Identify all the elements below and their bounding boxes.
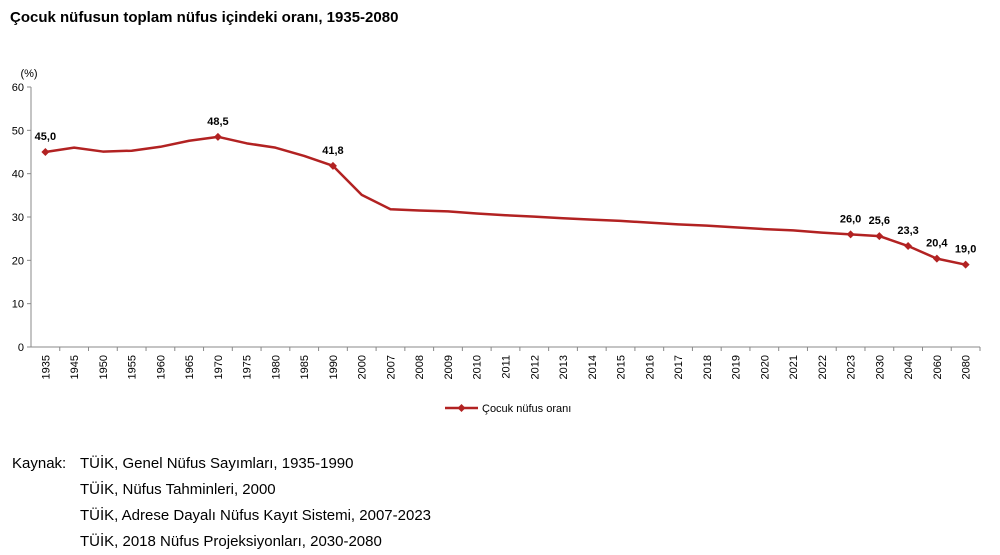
data-label: 41,8 <box>322 145 343 157</box>
x-tick-label: 2080 <box>961 355 973 379</box>
x-tick-label: 2016 <box>644 355 656 379</box>
data-point <box>213 132 222 141</box>
legend-marker <box>457 404 466 412</box>
x-tick-label: 2000 <box>357 355 369 379</box>
data-label: 20,4 <box>926 238 948 250</box>
x-tick-label: 2030 <box>874 355 886 379</box>
x-tick-label: 1935 <box>40 355 52 379</box>
x-tick-label: 1965 <box>184 355 196 379</box>
data-point <box>961 260 970 269</box>
x-tick-label: 1970 <box>213 355 225 379</box>
x-tick-label: 1990 <box>328 355 340 379</box>
data-label: 19,0 <box>955 244 976 256</box>
y-tick-label: 40 <box>12 169 24 181</box>
data-point <box>328 161 337 170</box>
data-point <box>41 148 50 156</box>
data-point <box>846 230 855 239</box>
data-label: 48,5 <box>207 116 228 128</box>
x-tick-label: 2007 <box>385 355 397 379</box>
x-tick-label: 2022 <box>817 355 829 379</box>
data-point <box>932 254 941 263</box>
x-tick-label: 1975 <box>242 355 254 379</box>
legend-label: Çocuk nüfus oranı <box>482 403 571 415</box>
source-prefix: Kaynak: <box>12 455 67 472</box>
series-line <box>45 135 966 266</box>
data-point <box>904 242 913 251</box>
chart-title: Çocuk nüfusun toplam nüfus içindeki oran… <box>10 9 399 26</box>
source-line: TÜİK, 2018 Nüfus Projeksiyonları, 2030-2… <box>80 533 382 550</box>
y-tick-label: 60 <box>12 82 24 94</box>
y-tick-label: 30 <box>12 212 24 224</box>
source-line: TÜİK, Nüfus Tahminleri, 2000 <box>80 481 276 498</box>
x-tick-label: 2008 <box>414 355 426 379</box>
data-point <box>875 232 884 241</box>
x-tick-label: 1980 <box>270 355 282 379</box>
x-tick-label: 2019 <box>731 355 743 379</box>
x-tick-label: 1955 <box>127 355 139 379</box>
x-tick-label: 2011 <box>501 355 513 379</box>
x-tick-label: 2060 <box>932 355 944 379</box>
y-axis-label: (%) <box>20 68 37 80</box>
data-label: 26,0 <box>840 213 861 225</box>
data-label: 25,6 <box>869 215 890 227</box>
x-tick-label: 2014 <box>587 355 599 379</box>
x-tick-label: 1945 <box>69 355 81 379</box>
x-tick-label: 2017 <box>673 355 685 379</box>
x-tick-label: 1960 <box>155 355 167 379</box>
source-line: TÜİK, Genel Nüfus Sayımları, 1935-1990 <box>80 455 354 472</box>
x-tick-label: 2010 <box>472 355 484 379</box>
y-tick-label: 0 <box>18 342 24 354</box>
x-tick-label: 2021 <box>788 355 800 379</box>
x-tick-label: 2018 <box>702 355 714 379</box>
data-label: 45,0 <box>35 131 56 143</box>
x-tick-label: 2023 <box>846 355 858 379</box>
data-label: 23,3 <box>897 225 918 237</box>
y-tick-label: 20 <box>12 255 24 267</box>
x-tick-label: 2013 <box>558 355 570 379</box>
x-tick-label: 2040 <box>903 355 915 379</box>
x-tick-label: 2015 <box>616 355 628 379</box>
y-tick-label: 50 <box>12 125 24 137</box>
x-tick-label: 1950 <box>98 355 110 379</box>
x-tick-label: 2020 <box>759 355 771 379</box>
x-tick-label: 1985 <box>299 355 311 379</box>
x-tick-label: 2012 <box>529 355 541 379</box>
x-tick-label: 2009 <box>443 355 455 379</box>
y-tick-label: 10 <box>12 299 24 311</box>
source-line: TÜİK, Adrese Dayalı Nüfus Kayıt Sistemi,… <box>80 507 431 524</box>
